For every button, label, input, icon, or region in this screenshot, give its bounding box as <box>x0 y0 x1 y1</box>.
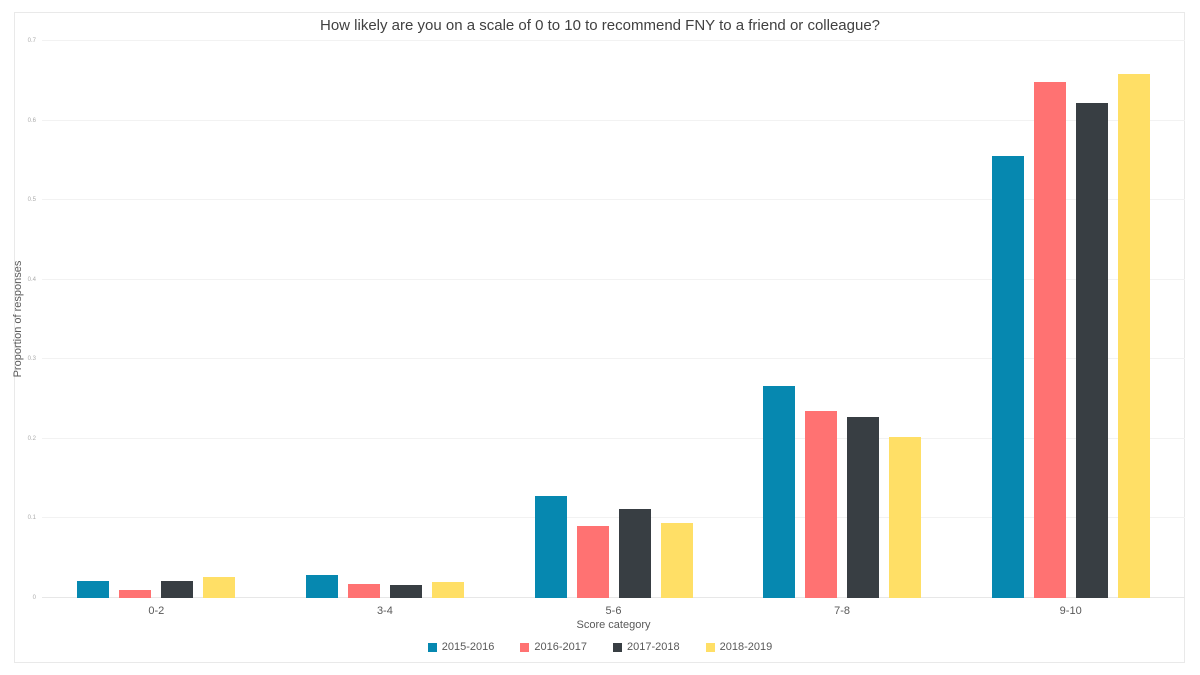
bar-2017-2018-0-2 <box>161 581 194 598</box>
gridline <box>42 199 1185 201</box>
legend-label: 2016-2017 <box>534 641 587 653</box>
gridline <box>42 437 1185 439</box>
bar-group-0-2 <box>77 577 236 598</box>
legend-item-2018-2019: 2018-2019 <box>705 641 773 653</box>
y-tick-label: 0.1 <box>27 515 36 522</box>
gridline <box>42 40 1185 41</box>
bar-2016-2017-5-6 <box>576 525 609 598</box>
y-tick-label: 0.4 <box>27 276 36 283</box>
gridline <box>42 517 1185 519</box>
legend: 2015-2016 2016-2017 2017-2018 2018-2019 <box>0 641 1200 653</box>
bar-2017-2018-3-4 <box>389 585 422 598</box>
legend-label: 2018-2019 <box>719 641 773 653</box>
legend-label: 2017-2018 <box>627 641 680 653</box>
plot-area <box>42 40 1185 598</box>
legend-swatch-icon <box>705 642 715 652</box>
bar-2017-2018-5-6 <box>618 508 651 598</box>
bar-2018-2019-9-10 <box>1117 73 1150 598</box>
legend-item-2015-2016: 2015-2016 <box>427 641 495 653</box>
y-tick-label: 0.7 <box>27 38 36 44</box>
bar-2015-2016-7-8 <box>763 385 796 598</box>
x-category-label-3-4: 3-4 <box>376 605 393 617</box>
bar-2016-2017-9-10 <box>1033 82 1066 598</box>
bar-2016-2017-0-2 <box>119 590 152 598</box>
x-category-label-0-2: 0-2 <box>148 605 165 617</box>
y-tick-label: 0.5 <box>27 197 36 204</box>
x-category-label-7-8: 7-8 <box>834 605 851 617</box>
x-category-label-9-10: 9-10 <box>1059 605 1082 617</box>
bar-group-5-6 <box>534 496 693 598</box>
legend-swatch-icon <box>427 642 437 652</box>
bar-2016-2017-7-8 <box>805 411 838 598</box>
bar-2017-2018-7-8 <box>847 416 880 598</box>
bar-2016-2017-3-4 <box>347 583 380 598</box>
x-axis-line <box>42 597 1185 598</box>
legend-label: 2015-2016 <box>441 641 495 653</box>
bar-2015-2016-0-2 <box>77 580 110 598</box>
legend-item-2016-2017: 2016-2017 <box>520 641 587 653</box>
y-tick-label: 0.3 <box>27 356 36 363</box>
x-axis-title: Score category <box>576 619 651 631</box>
y-tick-label: 0.2 <box>27 435 36 442</box>
bar-group-3-4 <box>305 574 464 598</box>
x-category-label-5-6: 5-6 <box>605 605 622 617</box>
bar-2018-2019-3-4 <box>431 582 464 598</box>
y-axis-tick-labels: 0 0.1 0.2 0.3 0.4 0.5 0.6 0.7 <box>0 38 38 601</box>
x-axis-category-labels: 0-2 3-4 5-6 7-8 9-10 <box>42 605 1185 619</box>
bar-2017-2018-9-10 <box>1075 103 1108 598</box>
bar-2018-2019-0-2 <box>203 577 236 598</box>
gridline <box>42 119 1185 121</box>
bar-group-7-8 <box>763 385 922 598</box>
y-tick-label: 0 <box>32 595 36 601</box>
bar-group-9-10 <box>991 73 1150 598</box>
bar-2015-2016-3-4 <box>305 574 338 598</box>
bar-2015-2016-5-6 <box>534 496 567 598</box>
gridline <box>42 358 1185 360</box>
legend-swatch-icon <box>613 642 622 652</box>
gridline <box>42 278 1185 280</box>
bar-2018-2019-7-8 <box>889 437 922 598</box>
y-tick-label: 0.6 <box>27 117 36 124</box>
legend-item-2017-2018: 2017-2018 <box>613 641 680 653</box>
bar-2015-2016-9-10 <box>991 156 1024 598</box>
chart-title: How likely are you on a scale of 0 to 10… <box>319 17 881 34</box>
bar-2018-2019-5-6 <box>660 523 693 598</box>
legend-swatch-icon <box>520 642 530 652</box>
